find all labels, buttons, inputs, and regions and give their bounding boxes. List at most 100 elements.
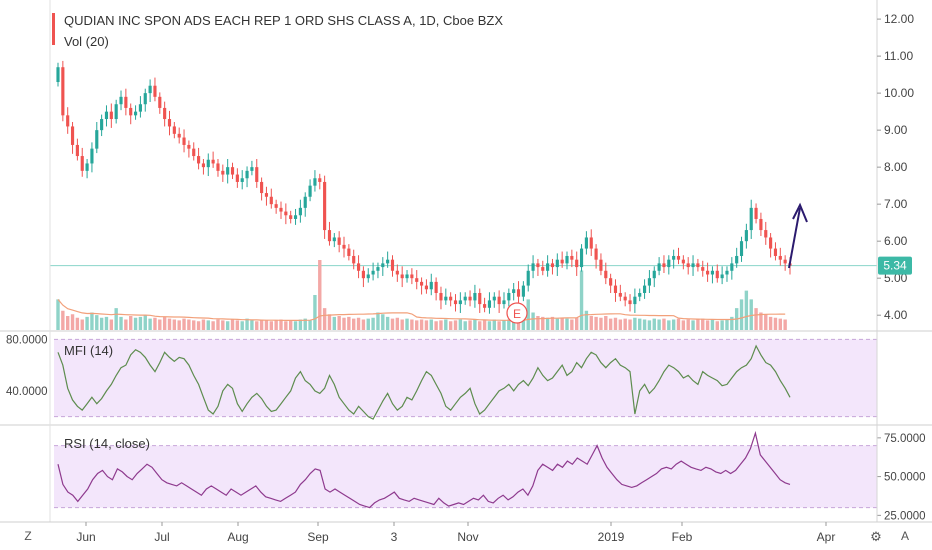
- candle-body: [584, 237, 588, 249]
- candle-body: [308, 185, 312, 197]
- candle-body: [100, 119, 104, 131]
- volume-bar: [759, 312, 763, 330]
- candle-body: [483, 304, 487, 308]
- volume-bar: [221, 320, 225, 330]
- candle-body: [390, 259, 395, 271]
- volume-bar: [99, 317, 104, 330]
- candle-body: [497, 296, 501, 305]
- candle-body: [642, 285, 647, 293]
- candle-body: [250, 167, 254, 171]
- candle-body: [405, 274, 409, 279]
- volume-bar: [172, 319, 177, 330]
- volume-bar: [385, 316, 390, 330]
- candle-body: [318, 178, 322, 182]
- last-price-value: 5.34: [883, 259, 907, 273]
- volume-bar: [124, 319, 128, 330]
- volume-bar: [206, 320, 210, 330]
- candle-body: [240, 178, 244, 182]
- candle-body: [778, 255, 782, 260]
- volume-bar: [434, 321, 438, 330]
- volume-bar: [579, 270, 584, 330]
- volume-bar: [182, 318, 186, 330]
- price-tick-label: 7.00: [884, 197, 908, 211]
- volume-bar: [177, 320, 181, 330]
- candle-body: [754, 207, 758, 219]
- volume-bar: [225, 321, 230, 330]
- chart-title: QUDIAN INC SPON ADS EACH REP 1 ORD SHS C…: [64, 13, 503, 28]
- candle-body: [172, 126, 176, 134]
- candle-body: [720, 274, 724, 279]
- candle-body: [293, 215, 298, 219]
- candle-body: [453, 300, 458, 305]
- candle-body: [129, 107, 133, 116]
- candle-body: [579, 248, 584, 268]
- candle-body: [400, 274, 404, 279]
- volume-bar: [730, 316, 734, 330]
- volume-bar: [754, 308, 758, 330]
- candle-body: [269, 196, 273, 205]
- indicator-tick-label: 25.0000: [884, 510, 926, 522]
- candle-body: [221, 170, 225, 175]
- volume-bar: [439, 320, 443, 330]
- mfi-line: [57, 344, 791, 420]
- candle-body: [512, 289, 516, 293]
- candle-body: [681, 259, 685, 264]
- volume-bar: [153, 317, 157, 330]
- earnings-marker[interactable]: E: [506, 302, 528, 324]
- volume-bar: [662, 318, 666, 330]
- volume-bar: [744, 290, 749, 330]
- volume-bar: [492, 319, 496, 330]
- candle-body: [192, 148, 196, 157]
- candle-body: [706, 270, 710, 275]
- candle-body: [676, 255, 681, 260]
- candle-body: [85, 163, 89, 171]
- candle-body: [342, 244, 346, 249]
- volume-bar: [725, 319, 729, 330]
- volume-bar: [768, 316, 773, 330]
- time-axis[interactable]: Jun Jul Aug Sep 3 Nov 2019 Feb Apr: [76, 522, 835, 544]
- last-price-tag: 5.34: [878, 256, 912, 275]
- candle-body: [468, 296, 472, 301]
- volume-bar: [710, 319, 715, 330]
- candle-body: [696, 263, 700, 268]
- candle-body: [75, 144, 79, 157]
- candle-body: [541, 267, 545, 271]
- candle-body: [502, 300, 506, 305]
- candle-body: [715, 270, 719, 279]
- volume-bar: [245, 318, 249, 330]
- candle-body: [167, 119, 172, 127]
- candle-body: [138, 104, 142, 112]
- settings-button[interactable]: ⚙: [870, 529, 882, 544]
- volume-bar: [541, 316, 545, 330]
- volume-bar: [482, 320, 487, 330]
- candle-body: [114, 104, 118, 120]
- candle-body: [90, 148, 94, 164]
- volume-bar: [352, 318, 356, 330]
- volume-bar: [167, 318, 172, 330]
- price-tick-label: 12.00: [884, 12, 914, 26]
- zoom-button[interactable]: Z: [24, 529, 31, 543]
- volume-bar: [95, 315, 99, 330]
- volume-bar: [686, 319, 690, 330]
- candle-body: [284, 211, 288, 216]
- candle-body: [327, 230, 332, 242]
- auto-scale-button[interactable]: A: [901, 529, 909, 543]
- candle-body: [749, 207, 753, 231]
- volume-bar: [502, 320, 506, 330]
- candle-body: [323, 181, 327, 231]
- candle-body: [638, 292, 642, 297]
- time-tick-label: Jun: [76, 530, 95, 544]
- candle-body: [347, 248, 351, 256]
- volume-bar: [293, 321, 298, 330]
- candlesticks: [56, 60, 792, 314]
- candle-body: [235, 174, 239, 182]
- candle-body: [623, 296, 627, 301]
- volume-bar: [381, 314, 385, 330]
- volume-bar: [264, 320, 269, 330]
- indicator-tick-label: 80.0000: [6, 334, 48, 346]
- candle-body: [386, 259, 390, 264]
- volume-bar: [473, 319, 477, 330]
- candle-body: [366, 274, 370, 279]
- candle-body: [783, 259, 787, 264]
